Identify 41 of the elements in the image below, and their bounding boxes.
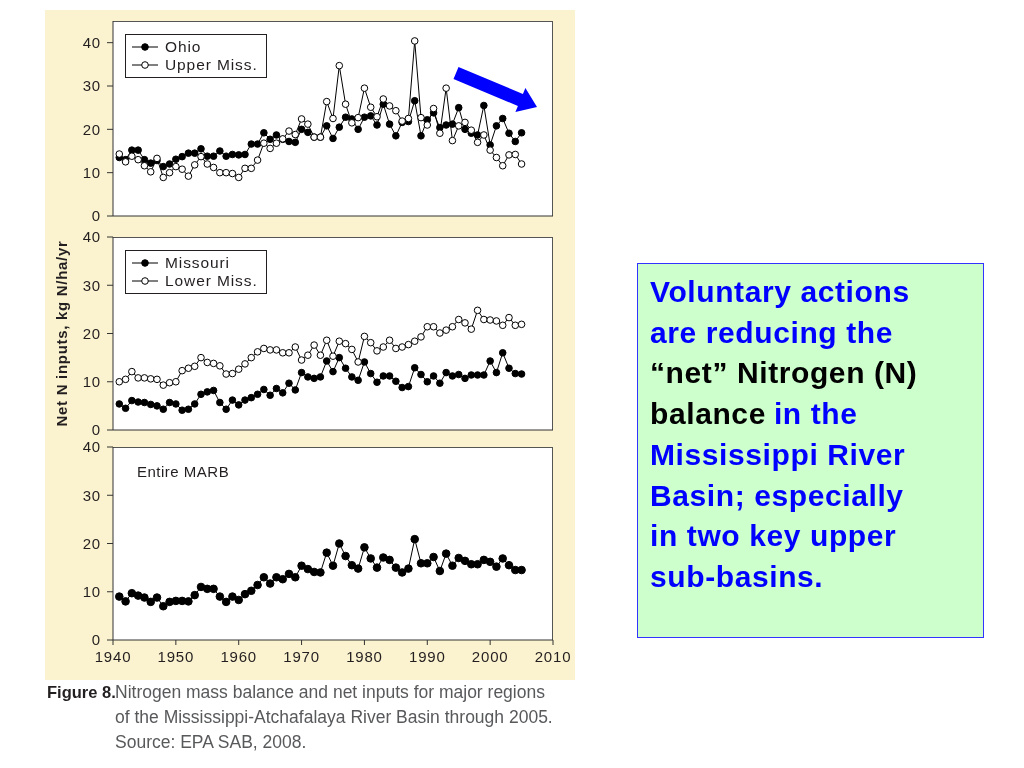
y-tick-label: 20 [82,324,101,342]
y-tick-label: 20 [82,534,101,552]
y-tick-label: 40 [82,33,101,51]
x-tick-label: 1940 [94,647,132,665]
text: Nitrogen mass balance and net inputs for major regions of the Mississippi-Atchafalaya River Basin through 2005. [115,681,554,729]
text: sub-basins. [650,558,824,595]
y-tick-label: 20 [82,120,101,138]
x-tick-label: 1970 [283,647,320,665]
y-tick-label: 40 [82,438,101,456]
x-tick-label: 1990 [409,647,446,665]
y-tick-label: 0 [91,421,101,439]
text: Voluntary actions [650,274,910,310]
y-tick-label: 30 [82,77,101,95]
caption: Figure 8. [47,682,116,703]
y-tick-label: 30 [82,486,101,504]
y-tick-label: 40 [82,228,101,246]
y-tick-label: 0 [91,207,101,225]
legend-label: Upper Miss. [165,56,258,74]
y-axis-title: Net N inputs, kg N/ha/yr [53,240,71,427]
y-tick-label: 0 [91,631,101,649]
y-tick-label: 10 [82,583,101,601]
text: in two key upper [650,518,897,555]
text: Entire MARB [137,463,230,480]
text: balance [650,396,766,433]
text: “net” Nitrogen (N) [650,355,918,392]
x-tick-label: 2010 [534,647,572,665]
legend-label: Ohio [165,38,202,56]
text: in the [773,396,858,433]
y-tick-label: 10 [82,163,101,181]
source-note: Source: EPA SAB, 2008. [115,731,308,754]
x-tick-label: 1950 [157,647,195,665]
x-tick-label: 2000 [471,647,509,665]
x-tick-label: 1960 [220,647,257,665]
y-tick-label: 30 [82,276,101,294]
text: Mississippi River [650,436,906,473]
text: are reducing the [650,314,893,351]
y-tick-label: 10 [82,373,101,391]
legend-label: Lower Miss. [165,272,258,290]
legend-label: Missouri [165,254,230,272]
x-tick-label: 1980 [346,647,383,665]
text: Basin; especially [650,477,904,514]
